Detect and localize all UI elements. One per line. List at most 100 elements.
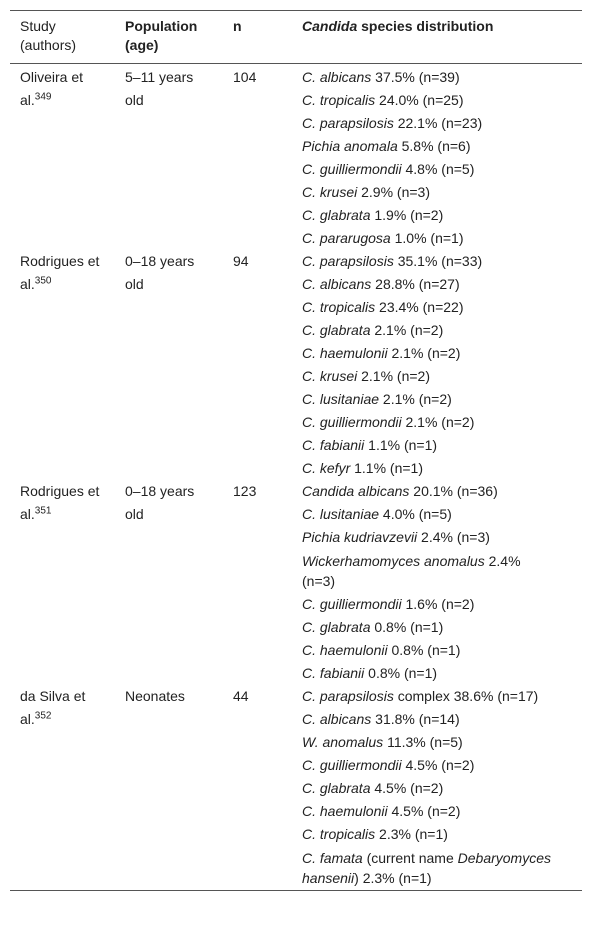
cell: 94 [233,250,302,480]
study: Rodrigues et al. [20,253,100,292]
text: 4.5% (n=2) [370,780,444,796]
italic-text: C. fabianii [302,437,365,453]
text: 2.1% (n=2) [401,414,475,430]
cell: 0–18 years old [125,250,233,480]
text: 24.0% (n=25) [375,92,464,108]
text: 4.0% (n=5) [379,506,452,522]
italic-text: C. guilliermondii [302,596,402,612]
header-cell: Candida species distribution [302,11,582,64]
header-text: Population (age) [125,18,198,53]
text: 2.1% (n=2) [387,345,461,361]
italic-text: Pichia anomala [302,138,398,154]
header-cell: Study (authors) [10,11,125,64]
species-entry: C. glabrata 4.5% (n=2) [302,777,552,800]
italic-text: C. haemulonii [302,642,388,658]
population: Neonates [125,688,185,704]
text: 23.4% (n=22) [375,299,464,315]
text: 1.1% (n=1) [364,437,438,453]
italic-text: C. guilliermondii [302,161,402,177]
row: Rodrigues et al.351 0–18 years old 123 Cand… [10,480,582,685]
italic-text: C. fabianii [302,665,365,681]
italic-text: C. krusei [302,184,358,200]
cell: 0–18 years old [125,480,233,685]
species-entry: C. haemulonii 4.5% (n=2) [302,800,552,823]
row: Rodrigues et al.350 0–18 years old 94 C. pa… [10,250,582,480]
species-entry: C. tropicalis 2.3% (n=1) [302,823,552,846]
species-entry: Candida albicans 20.1% (n=36) [302,480,552,503]
italic-text: C. glabrata [302,322,371,338]
sample-size: 44 [233,688,249,704]
cell: da Silva et al.352 [10,685,125,891]
text: 2.3% (n=1) [375,826,448,842]
reference: 351 [34,505,52,517]
text: 35.1% (n=33) [393,253,483,269]
sample-size: 123 [233,483,257,499]
text: 2.4% (n=3) [302,553,525,589]
cell: Neonates [125,685,233,891]
italic-text: Debaryomyces hansenii [302,850,552,886]
text: 2.1% (n=2) [370,322,444,338]
species-entry: C. parapsilosis 35.1% (n=33) [302,250,552,273]
italic-text: C. haemulonii [302,803,388,819]
italic-text: C. glabrata [302,619,371,635]
species-entry: C. guilliermondii 1.6% (n=2) [302,593,552,616]
species-entry: C. haemulonii 2.1% (n=2) [302,342,552,365]
cell: Oliveira et al.349 [10,64,125,251]
species-entry: C. guilliermondii 2.1% (n=2) [302,411,552,434]
italic-text: C. parapsilosis [302,253,394,269]
species-entry: C. haemulonii 0.8% (n=1) [302,639,552,662]
species-entry: C. krusei 2.1% (n=2) [302,365,552,388]
text: 2.4% (n=3) [417,529,490,545]
text: 2.9% (n=3) [357,184,430,200]
italic-text: C. albicans [302,711,372,727]
cell: 104 [233,64,302,251]
header-text: n [233,18,242,34]
cell: Candida albicans 20.1% (n=36) C. lusitani… [302,480,582,685]
text: 2.1% (n=2) [379,391,452,407]
text: 20.1% (n=36) [409,483,498,499]
text: ) 2.3% (n=1) [354,870,432,886]
species-entry: C. glabrata 1.9% (n=2) [302,204,552,227]
italic-text: Candida albicans [302,483,410,499]
text: 28.8% (n=27) [371,276,460,292]
species-entry: C. albicans 31.8% (n=14) [302,708,552,731]
species-entry: Wickerhamomyces anomalus 2.4% (n=3) [302,549,552,593]
italic-text: C. lusitaniae [302,391,380,407]
text: 11.3% (n=5) [383,734,463,750]
species-entry: C. glabrata 0.8% (n=1) [302,616,552,639]
text: 5.8% (n=6) [397,138,471,154]
italic-text: C. lusitaniae [302,506,380,522]
italic-text: C. kefyr [302,460,351,476]
species-entry: C. albicans 37.5% (n=39) [302,66,552,89]
row: da Silva et al.352 Neonates 44 C. parapsilo… [10,685,582,891]
species-entry: C. tropicalis 23.4% (n=22) [302,296,552,319]
italic-text: C. guilliermondii [302,757,402,773]
text: 31.8% (n=14) [371,711,460,727]
species-entry: C. lusitaniae 4.0% (n=5) [302,503,552,526]
italic-text: C. famata [302,850,363,866]
text: 1.9% (n=2) [370,207,444,223]
text: complex 38.6% (n=17) [393,688,539,704]
species-entry: C. guilliermondii 4.8% (n=5) [302,158,552,181]
italic-text: C. tropicalis [302,826,376,842]
italic-text: C. albicans [302,276,372,292]
cell: 5–11 years old [125,64,233,251]
cell: C. albicans 37.5% (n=39) C. tropicalis 24… [302,64,582,251]
reference: 352 [34,710,52,722]
header-row: Study (authors) Population (age) n Candida … [10,10,582,64]
text: 0.8% (n=1) [370,619,444,635]
text: 1.0% (n=1) [390,230,464,246]
species-entry: C. guilliermondii 4.5% (n=2) [302,754,552,777]
species-entry: C. kefyr 1.1% (n=1) [302,457,552,480]
species-entry: C. parapsilosis 22.1% (n=23) [302,112,552,135]
text: 2.1% (n=2) [357,368,430,384]
cell: C. parapsilosis complex 38.6% (n=17) C. a… [302,685,582,891]
text: 0.8% (n=1) [387,642,461,658]
cell: C. parapsilosis 35.1% (n=33) C. albicans … [302,250,582,480]
italic-text: C. glabrata [302,207,371,223]
text: 4.8% (n=5) [401,161,475,177]
population: 0–18 years old [125,253,195,292]
species-entry: C. tropicalis 24.0% (n=25) [302,89,552,112]
table: Study (authors) Population (age) n Candida … [10,10,582,891]
